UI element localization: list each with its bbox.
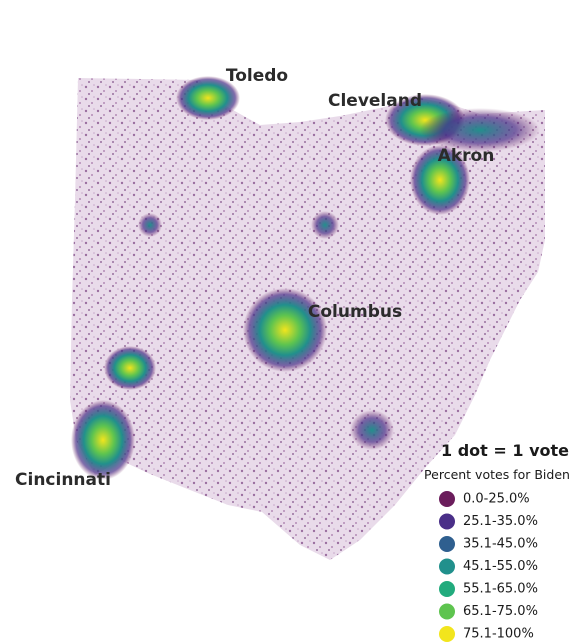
legend-label: 45.1-55.0%	[463, 559, 538, 574]
city-label: Cincinnati	[15, 470, 111, 490]
legend-swatch	[439, 626, 455, 642]
legend: 0.0-25.0% 25.1-35.0% 35.1-45.0% 45.1-55.0% 5…	[439, 491, 538, 642]
city-label: Akron	[438, 146, 495, 166]
legend-swatch	[439, 491, 455, 507]
city-label: Cleveland	[328, 91, 422, 111]
legend-swatch	[439, 536, 455, 552]
vote-density	[71, 76, 540, 480]
city-label: Toledo	[226, 66, 288, 86]
legend-label: 25.1-35.0%	[463, 514, 538, 529]
legend-label: 65.1-75.0%	[463, 604, 538, 619]
legend-swatch	[439, 603, 455, 620]
legend-swatch	[439, 558, 455, 575]
legend-label: 35.1-45.0%	[463, 537, 538, 552]
legend-label: 75.1-100%	[463, 627, 534, 642]
city-label: Columbus	[308, 302, 402, 322]
legend-subtitle: Percent votes for Biden	[424, 467, 570, 482]
legend-swatch	[439, 513, 455, 530]
legend-title: 1 dot = 1 vote	[441, 441, 569, 460]
legend-label: 0.0-25.0%	[463, 492, 530, 507]
legend-swatch	[439, 581, 455, 597]
legend-label: 55.1-65.0%	[463, 582, 538, 597]
